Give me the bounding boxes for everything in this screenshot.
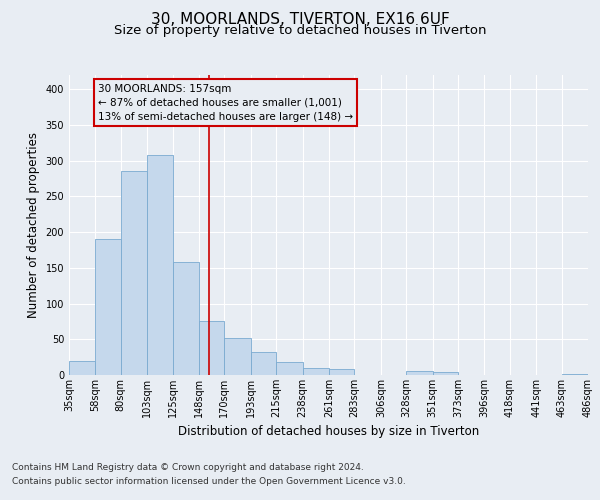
Y-axis label: Number of detached properties: Number of detached properties [27,132,40,318]
Bar [562,374,588,375]
Bar [251,352,276,375]
Bar [276,362,302,375]
Bar [69,360,95,375]
Text: Contains HM Land Registry data © Crown copyright and database right 2024.: Contains HM Land Registry data © Crown c… [12,464,364,472]
Text: 30 MOORLANDS: 157sqm
← 87% of detached houses are smaller (1,001)
13% of semi-de: 30 MOORLANDS: 157sqm ← 87% of detached h… [98,84,353,122]
Bar [433,372,458,375]
Text: Size of property relative to detached houses in Tiverton: Size of property relative to detached ho… [114,24,486,37]
Text: Contains public sector information licensed under the Open Government Licence v3: Contains public sector information licen… [12,477,406,486]
Text: 30, MOORLANDS, TIVERTON, EX16 6UF: 30, MOORLANDS, TIVERTON, EX16 6UF [151,12,449,28]
Bar [406,372,433,375]
Bar [147,155,173,375]
Bar [224,338,251,375]
Bar [121,172,147,375]
Bar [95,240,121,375]
Bar [199,322,224,375]
X-axis label: Distribution of detached houses by size in Tiverton: Distribution of detached houses by size … [178,426,479,438]
Bar [173,262,199,375]
Bar [302,368,329,375]
Bar [329,370,355,375]
